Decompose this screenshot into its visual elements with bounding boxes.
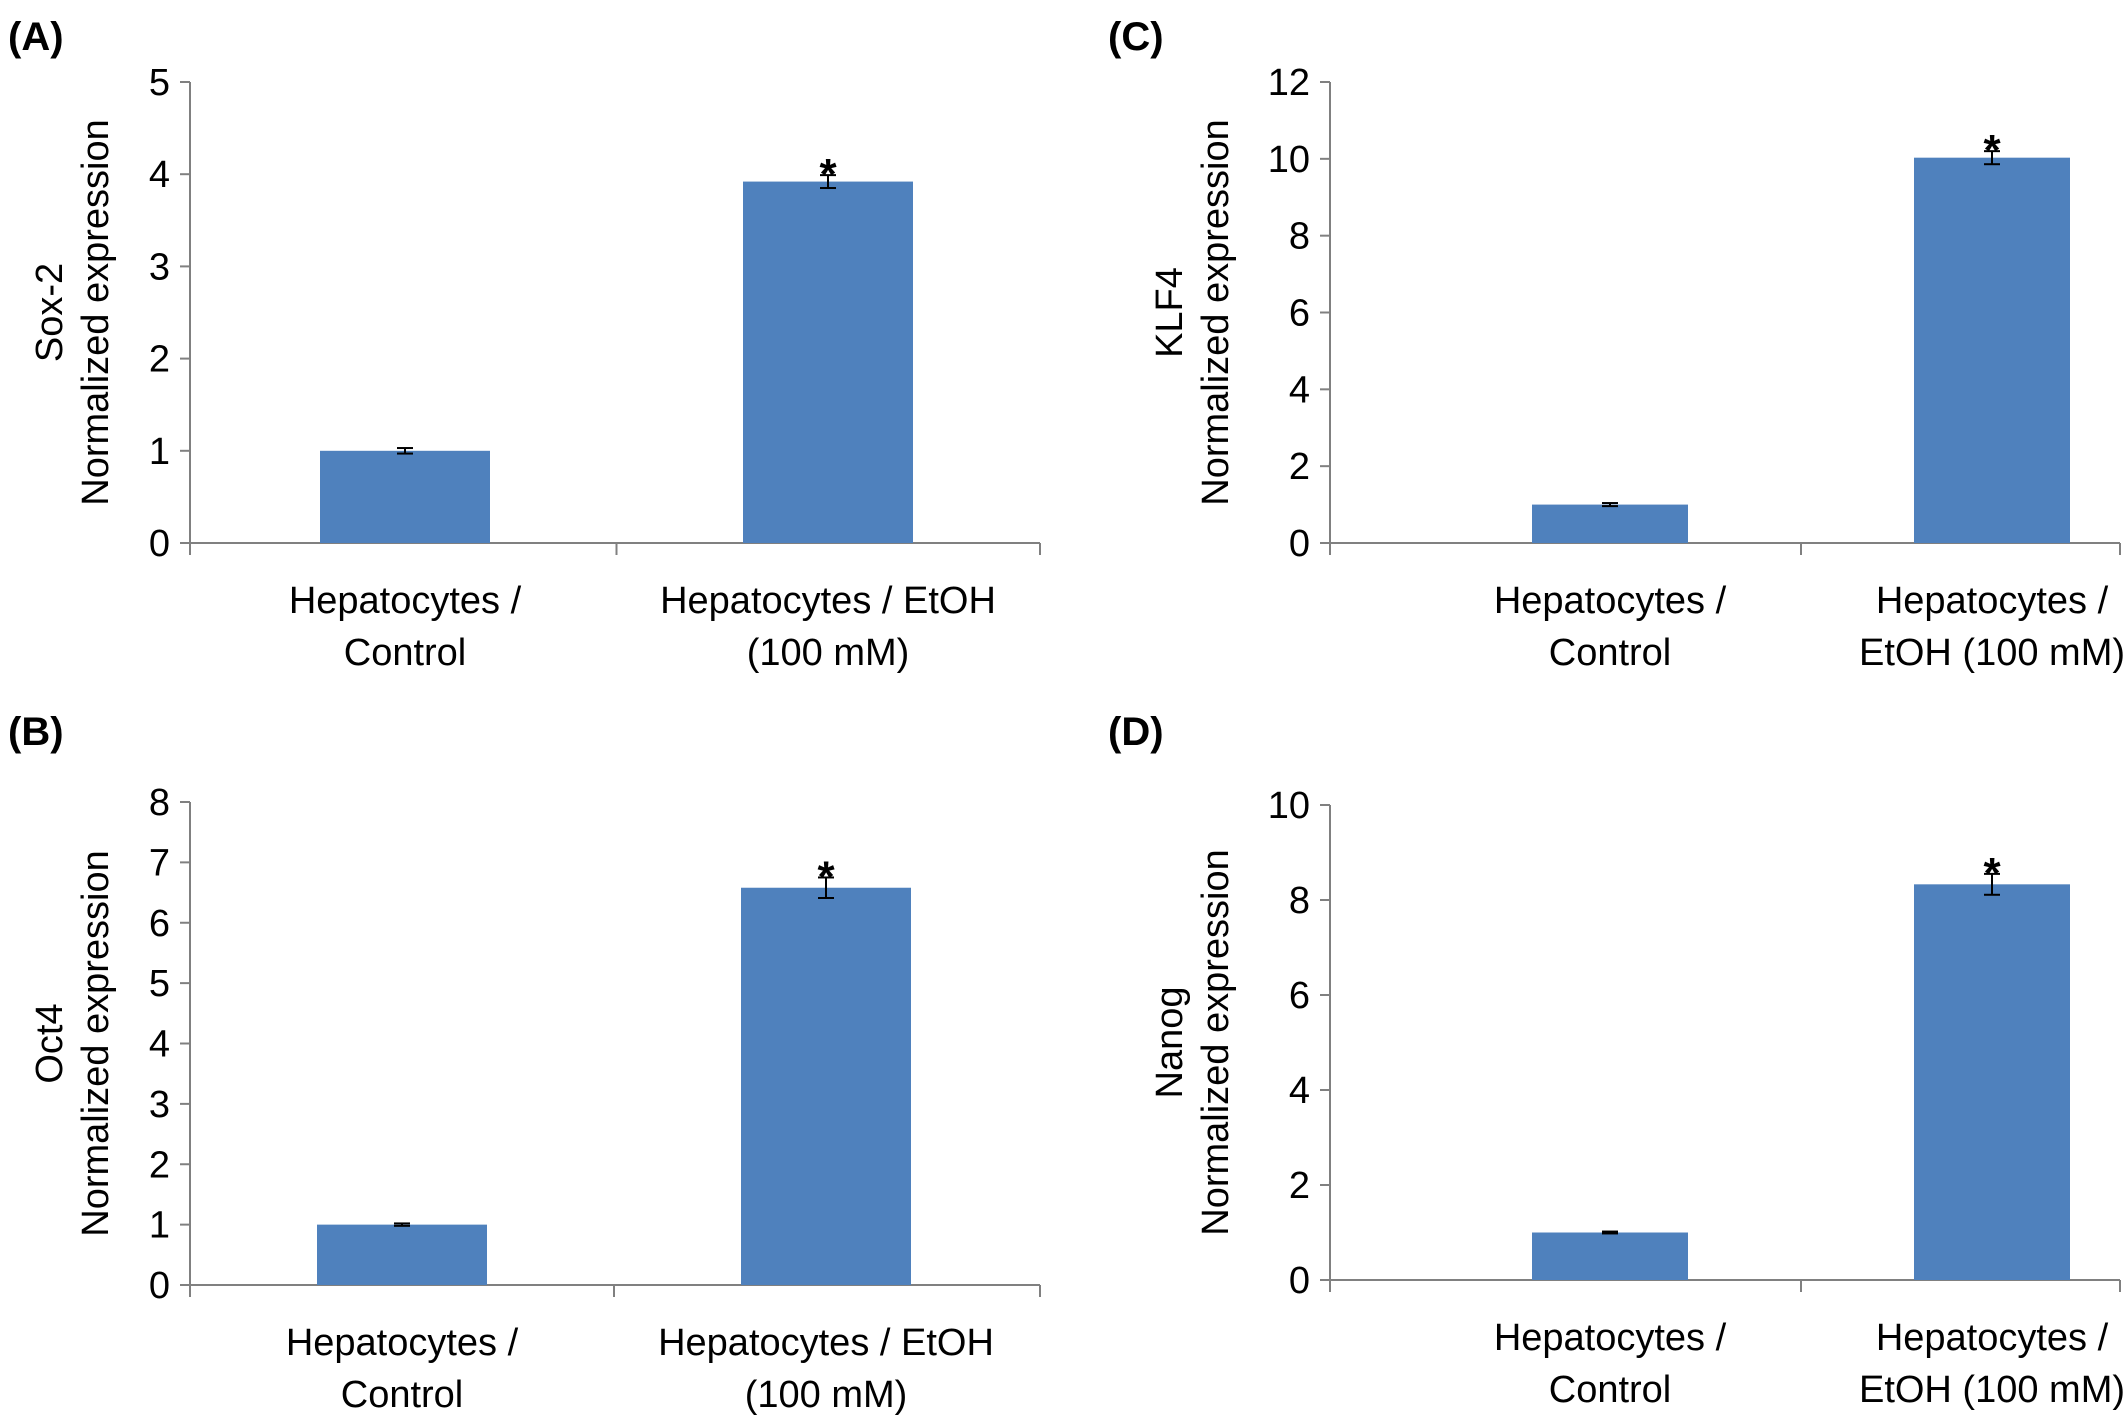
y-axis-label: KLF4: [1149, 267, 1191, 358]
bar-2: [741, 887, 911, 1285]
significance-marker: *: [817, 852, 835, 901]
y-axis-label: Oct4: [29, 1003, 71, 1083]
bar-1: [320, 450, 490, 543]
y-tick-label: 3: [149, 1084, 170, 1126]
y-axis-label: Sox-2: [29, 263, 71, 362]
y-tick-label: 12: [1268, 62, 1310, 104]
chart-panel-4: (D) Nanog Normalized expression 0 2 4 6 8 10 Hepa…: [1108, 710, 2125, 1411]
y-tick-label: 0: [149, 523, 170, 565]
bar-1: [1532, 1232, 1688, 1280]
y-tick-label: 6: [1289, 293, 1310, 335]
x-category-label: Control: [341, 1374, 464, 1416]
bar-2: [1914, 884, 2070, 1280]
y-tick-label: 2: [149, 339, 170, 381]
y-tick-label: 6: [1289, 975, 1310, 1017]
y-axis-label: Normalized expression: [1195, 119, 1237, 506]
significance-marker: *: [819, 150, 837, 199]
chart-panel-1: (A) Sox-2 Normalized expression 0 1 2 3 4 5 Hepat…: [8, 15, 1041, 674]
x-category-label: Hepatocytes /: [1876, 1317, 2109, 1359]
bar-2: [743, 181, 913, 544]
y-tick-label: 0: [149, 1265, 170, 1307]
y-tick-label: 8: [1289, 216, 1310, 258]
x-category-label: EtOH (100 mM): [1859, 1369, 2125, 1411]
bar-2: [1914, 157, 2070, 543]
x-category-label: Control: [1549, 632, 1672, 674]
y-tick-label: 1: [149, 1205, 170, 1247]
y-tick-label: 0: [1289, 523, 1310, 565]
panel-label: (A): [8, 15, 64, 59]
significance-marker: *: [1983, 126, 2001, 175]
significance-marker: *: [1983, 849, 2001, 898]
y-axis-label: Normalized expression: [1195, 849, 1237, 1236]
y-tick-label: 2: [1289, 1165, 1310, 1207]
x-category-label: Hepatocytes /: [1494, 1317, 1727, 1359]
x-category-label: (100 mM): [747, 632, 910, 674]
y-tick-label: 3: [149, 246, 170, 288]
x-category-label: (100 mM): [745, 1374, 908, 1416]
x-category-label: EtOH (100 mM): [1859, 632, 2125, 674]
y-tick-label: 4: [149, 154, 170, 196]
y-tick-label: 7: [149, 842, 170, 884]
y-tick-label: 5: [149, 963, 170, 1005]
y-axis-label: Normalized expression: [75, 119, 117, 506]
y-tick-label: 10: [1268, 139, 1310, 181]
x-category-label: Hepatocytes / EtOH: [658, 1322, 994, 1364]
x-category-label: Hepatocytes / EtOH: [660, 580, 996, 622]
x-category-label: Control: [344, 632, 467, 674]
y-tick-label: 5: [149, 62, 170, 104]
y-tick-label: 0: [1289, 1260, 1310, 1302]
panel-label: (B): [8, 710, 64, 754]
y-tick-label: 8: [149, 782, 170, 824]
y-tick-label: 2: [149, 1144, 170, 1186]
y-axis-label: Nanog: [1149, 987, 1191, 1099]
x-category-label: Hepatocytes /: [1876, 580, 2109, 622]
x-category-label: Hepatocytes /: [1494, 580, 1727, 622]
x-category-label: Hepatocytes /: [286, 1322, 519, 1364]
y-tick-label: 8: [1289, 880, 1310, 922]
y-tick-label: 4: [1289, 369, 1310, 411]
y-tick-label: 10: [1268, 785, 1310, 827]
x-category-label: Hepatocytes /: [289, 580, 522, 622]
y-tick-label: 4: [149, 1024, 170, 1066]
panel-label: (C): [1108, 15, 1164, 59]
panel-label: (D): [1108, 710, 1164, 754]
y-tick-label: 6: [149, 903, 170, 945]
y-tick-label: 2: [1289, 446, 1310, 488]
y-tick-label: 1: [149, 431, 170, 473]
y-tick-label: 4: [1289, 1070, 1310, 1112]
y-axis-label: Normalized expression: [75, 850, 117, 1237]
chart-panel-3: (C) KLF4 Normalized expression 0 2 4 6 8 10 12 Hep…: [1108, 15, 2125, 674]
bar-1: [1532, 504, 1688, 543]
bar-1: [317, 1224, 487, 1285]
x-category-label: Control: [1549, 1369, 1672, 1411]
chart-panel-2: (B) Oct4 Normalized expression 0 1 2 3 4 5 6 7 8 Hep…: [8, 710, 1041, 1416]
